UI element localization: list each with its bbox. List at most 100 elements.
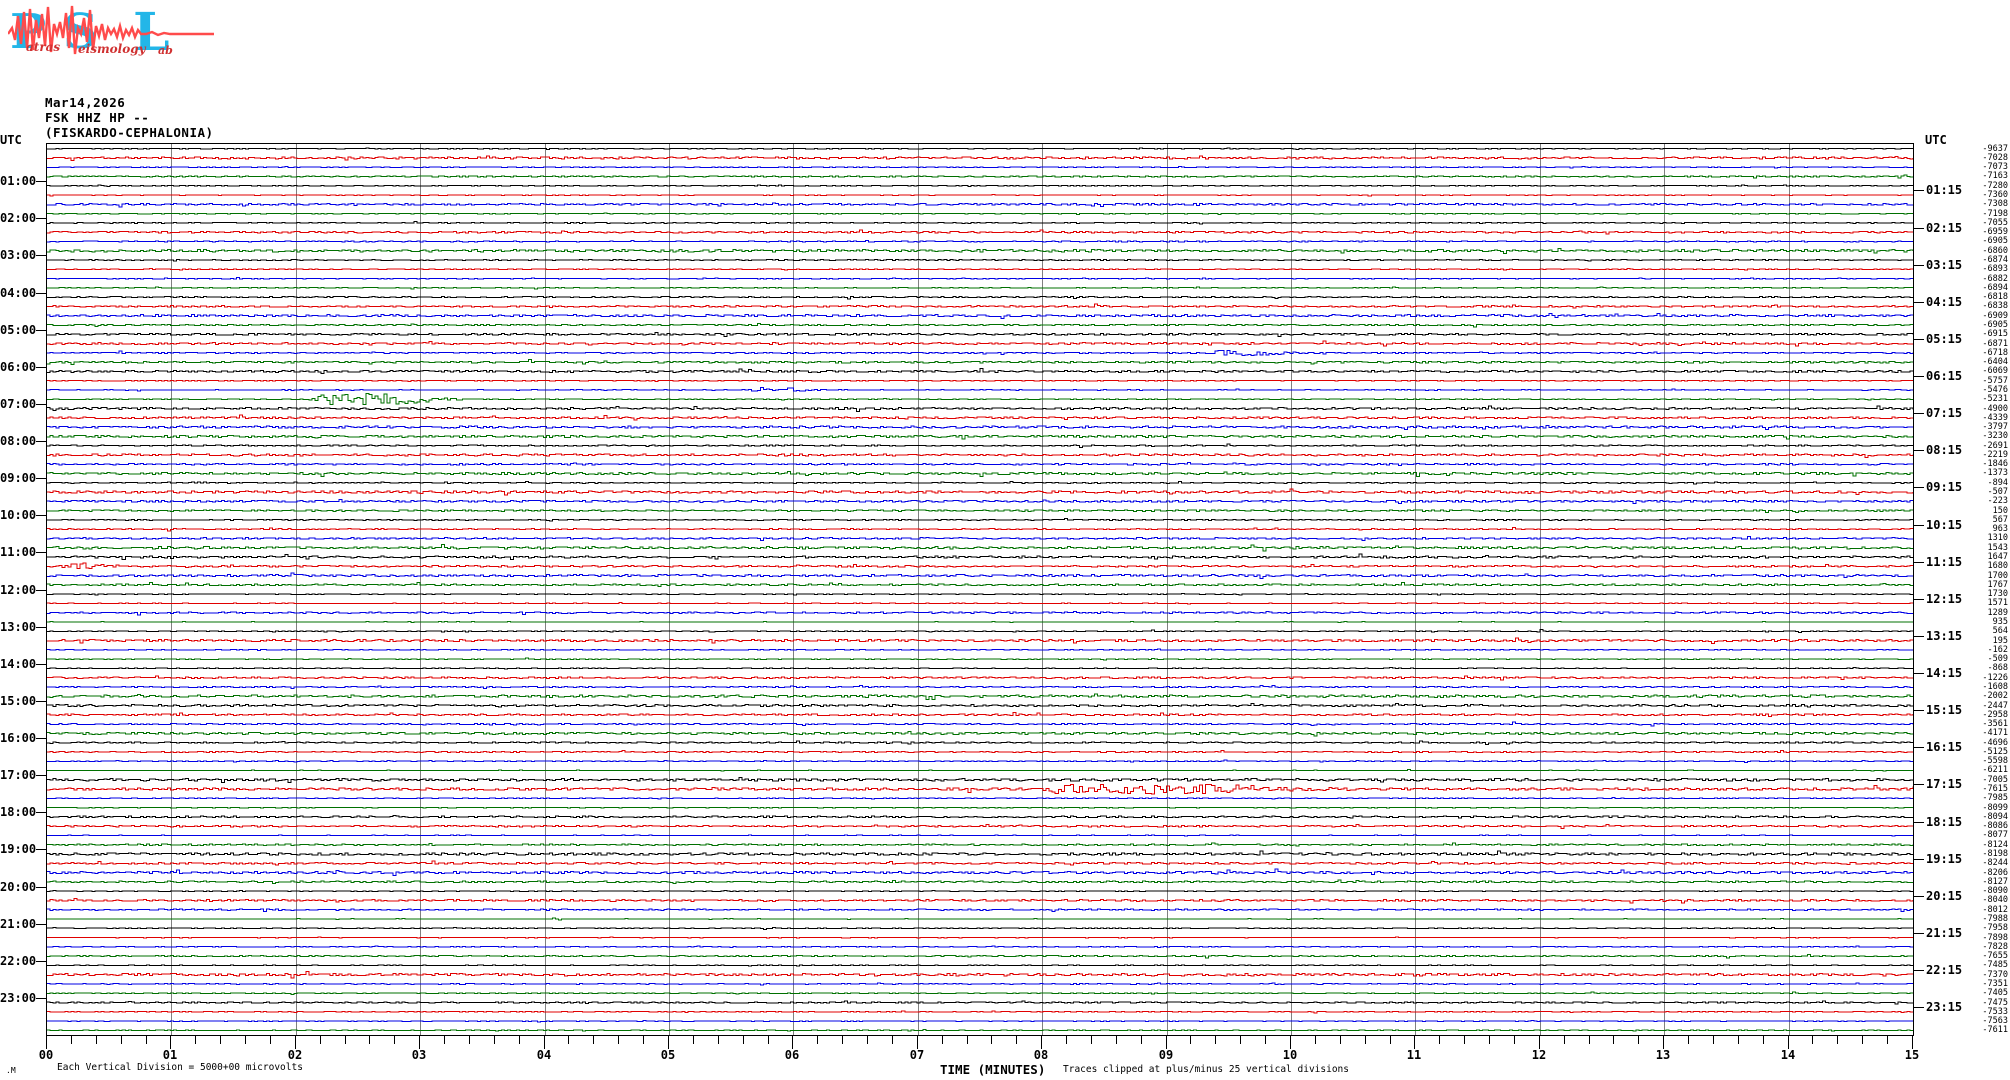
svg-text:ab: ab (158, 44, 173, 57)
x-tick-minor (568, 1036, 569, 1044)
seismic-trace (47, 340, 1913, 347)
seismic-trace (47, 936, 1913, 939)
seismic-trace (47, 405, 1913, 412)
seismic-trace (47, 350, 1913, 356)
seismic-trace (47, 1000, 1913, 1005)
scale-value: -6874 (1982, 255, 2008, 265)
x-tick-minor (1066, 1036, 1067, 1044)
scale-value: 963 (1992, 524, 2008, 534)
seismic-trace (47, 359, 1913, 365)
scale-value: -2002 (1982, 691, 2008, 701)
x-tick-minor (494, 1036, 495, 1044)
hour-label-right-0715: 07:15 (1926, 406, 1963, 420)
hour-tick-right (1914, 859, 1924, 860)
x-tick-minor (892, 1036, 893, 1044)
scale-value: -7898 (1982, 933, 2008, 943)
seismic-trace (47, 982, 1913, 986)
scale-value: -6211 (1982, 765, 2008, 775)
x-axis: 00 01 02 03 04 05 06 07 08 09 10 11 12 13 14 15 (39, 1036, 1919, 1062)
seismogram-plot[interactable] (46, 143, 1914, 1036)
seismic-trace (47, 879, 1913, 884)
hour-tick-left (36, 887, 46, 888)
scale-value: -5757 (1982, 376, 2008, 386)
hour-label-right-2015: 20:15 (1926, 889, 1963, 903)
hour-label-left-0200: 02:00 (0, 211, 37, 225)
scale-value: -8040 (1982, 895, 2008, 905)
scale-value: -6871 (1982, 339, 2008, 349)
seismic-trace (47, 268, 1913, 271)
grid-line-minute-08 (1042, 144, 1043, 1035)
seismic-trace (47, 332, 1913, 337)
seismic-trace (47, 784, 1913, 795)
scale-value: -6404 (1982, 357, 2008, 367)
seismic-trace (47, 991, 1913, 995)
scale-value: 1289 (1987, 608, 2008, 618)
hour-tick-left (36, 441, 46, 442)
x-tick-major (1166, 1036, 1167, 1049)
hour-label-right-2315: 23:15 (1926, 1000, 1963, 1014)
seismic-trace (47, 807, 1913, 809)
hour-tick-left (36, 961, 46, 962)
seismic-trace (47, 229, 1913, 235)
scale-value: -6894 (1982, 283, 2008, 293)
hour-label-left-0100: 01:00 (0, 174, 37, 188)
scale-value: -6718 (1982, 348, 2008, 358)
x-tick-label-13: 13 (1655, 1048, 1671, 1062)
hour-tick-right (1914, 636, 1924, 637)
hour-tick-right (1914, 265, 1924, 266)
seismic-trace (47, 927, 1913, 930)
x-tick-label-11: 11 (1406, 1048, 1422, 1062)
hour-label-right-1115: 11:15 (1926, 555, 1963, 569)
seismic-trace (47, 443, 1913, 448)
hour-label-right-1515: 15:15 (1926, 703, 1963, 717)
hour-label-left-1800: 18:00 (0, 805, 37, 819)
x-tick-minor (1240, 1036, 1241, 1044)
scale-value: -7163 (1982, 171, 2008, 181)
seismic-trace (47, 712, 1913, 717)
scale-value: -7655 (1982, 951, 2008, 961)
x-tick-label-00: 00 (38, 1048, 54, 1062)
x-tick-major (1414, 1036, 1415, 1049)
grid-line-minute-02 (296, 144, 297, 1035)
scale-value: -5476 (1982, 385, 2008, 395)
x-tick-minor (146, 1036, 147, 1044)
hour-tick-right (1914, 599, 1924, 600)
svg-text:eismology: eismology (78, 42, 147, 56)
seismic-trace (47, 954, 1913, 959)
scale-value: -4339 (1982, 413, 2008, 423)
x-tick-minor (469, 1036, 470, 1044)
hour-tick-left (36, 478, 46, 479)
seismic-trace (47, 850, 1913, 856)
scale-value: -8099 (1982, 803, 2008, 813)
x-tick-label-14: 14 (1780, 1048, 1796, 1062)
hour-tick-right (1914, 710, 1924, 711)
scale-value: -7360 (1982, 190, 2008, 200)
scale-value: -3561 (1982, 719, 2008, 729)
x-tick-minor (1514, 1036, 1515, 1044)
x-tick-minor (1340, 1036, 1341, 1044)
x-tick-minor (1738, 1036, 1739, 1044)
scale-value: 1543 (1987, 543, 2008, 553)
scale-value: -1846 (1982, 459, 2008, 469)
seismic-trace (47, 759, 1913, 763)
hour-label-left-0300: 03:00 (0, 248, 37, 262)
x-tick-minor (345, 1036, 346, 1044)
scale-value: 1730 (1987, 589, 2008, 599)
hour-tick-left (36, 849, 46, 850)
seismic-trace (47, 174, 1913, 179)
scale-value: 1310 (1987, 533, 2008, 543)
seismic-trace (47, 721, 1913, 727)
seismic-trace (47, 917, 1913, 921)
x-axis-title: TIME (MINUTES) (940, 1062, 1046, 1077)
seismic-trace (47, 562, 1913, 569)
hour-label-left-2000: 20:00 (0, 880, 37, 894)
hour-label-right-0515: 05:15 (1926, 332, 1963, 346)
scale-value: -7958 (1982, 923, 2008, 933)
hour-tick-left (36, 738, 46, 739)
x-tick-major (792, 1036, 793, 1049)
x-tick-minor (817, 1036, 818, 1044)
scale-value: -6959 (1982, 227, 2008, 237)
scale-value: -7073 (1982, 162, 2008, 172)
scale-value: -8127 (1982, 877, 2008, 887)
grid-layer (47, 144, 1913, 1035)
